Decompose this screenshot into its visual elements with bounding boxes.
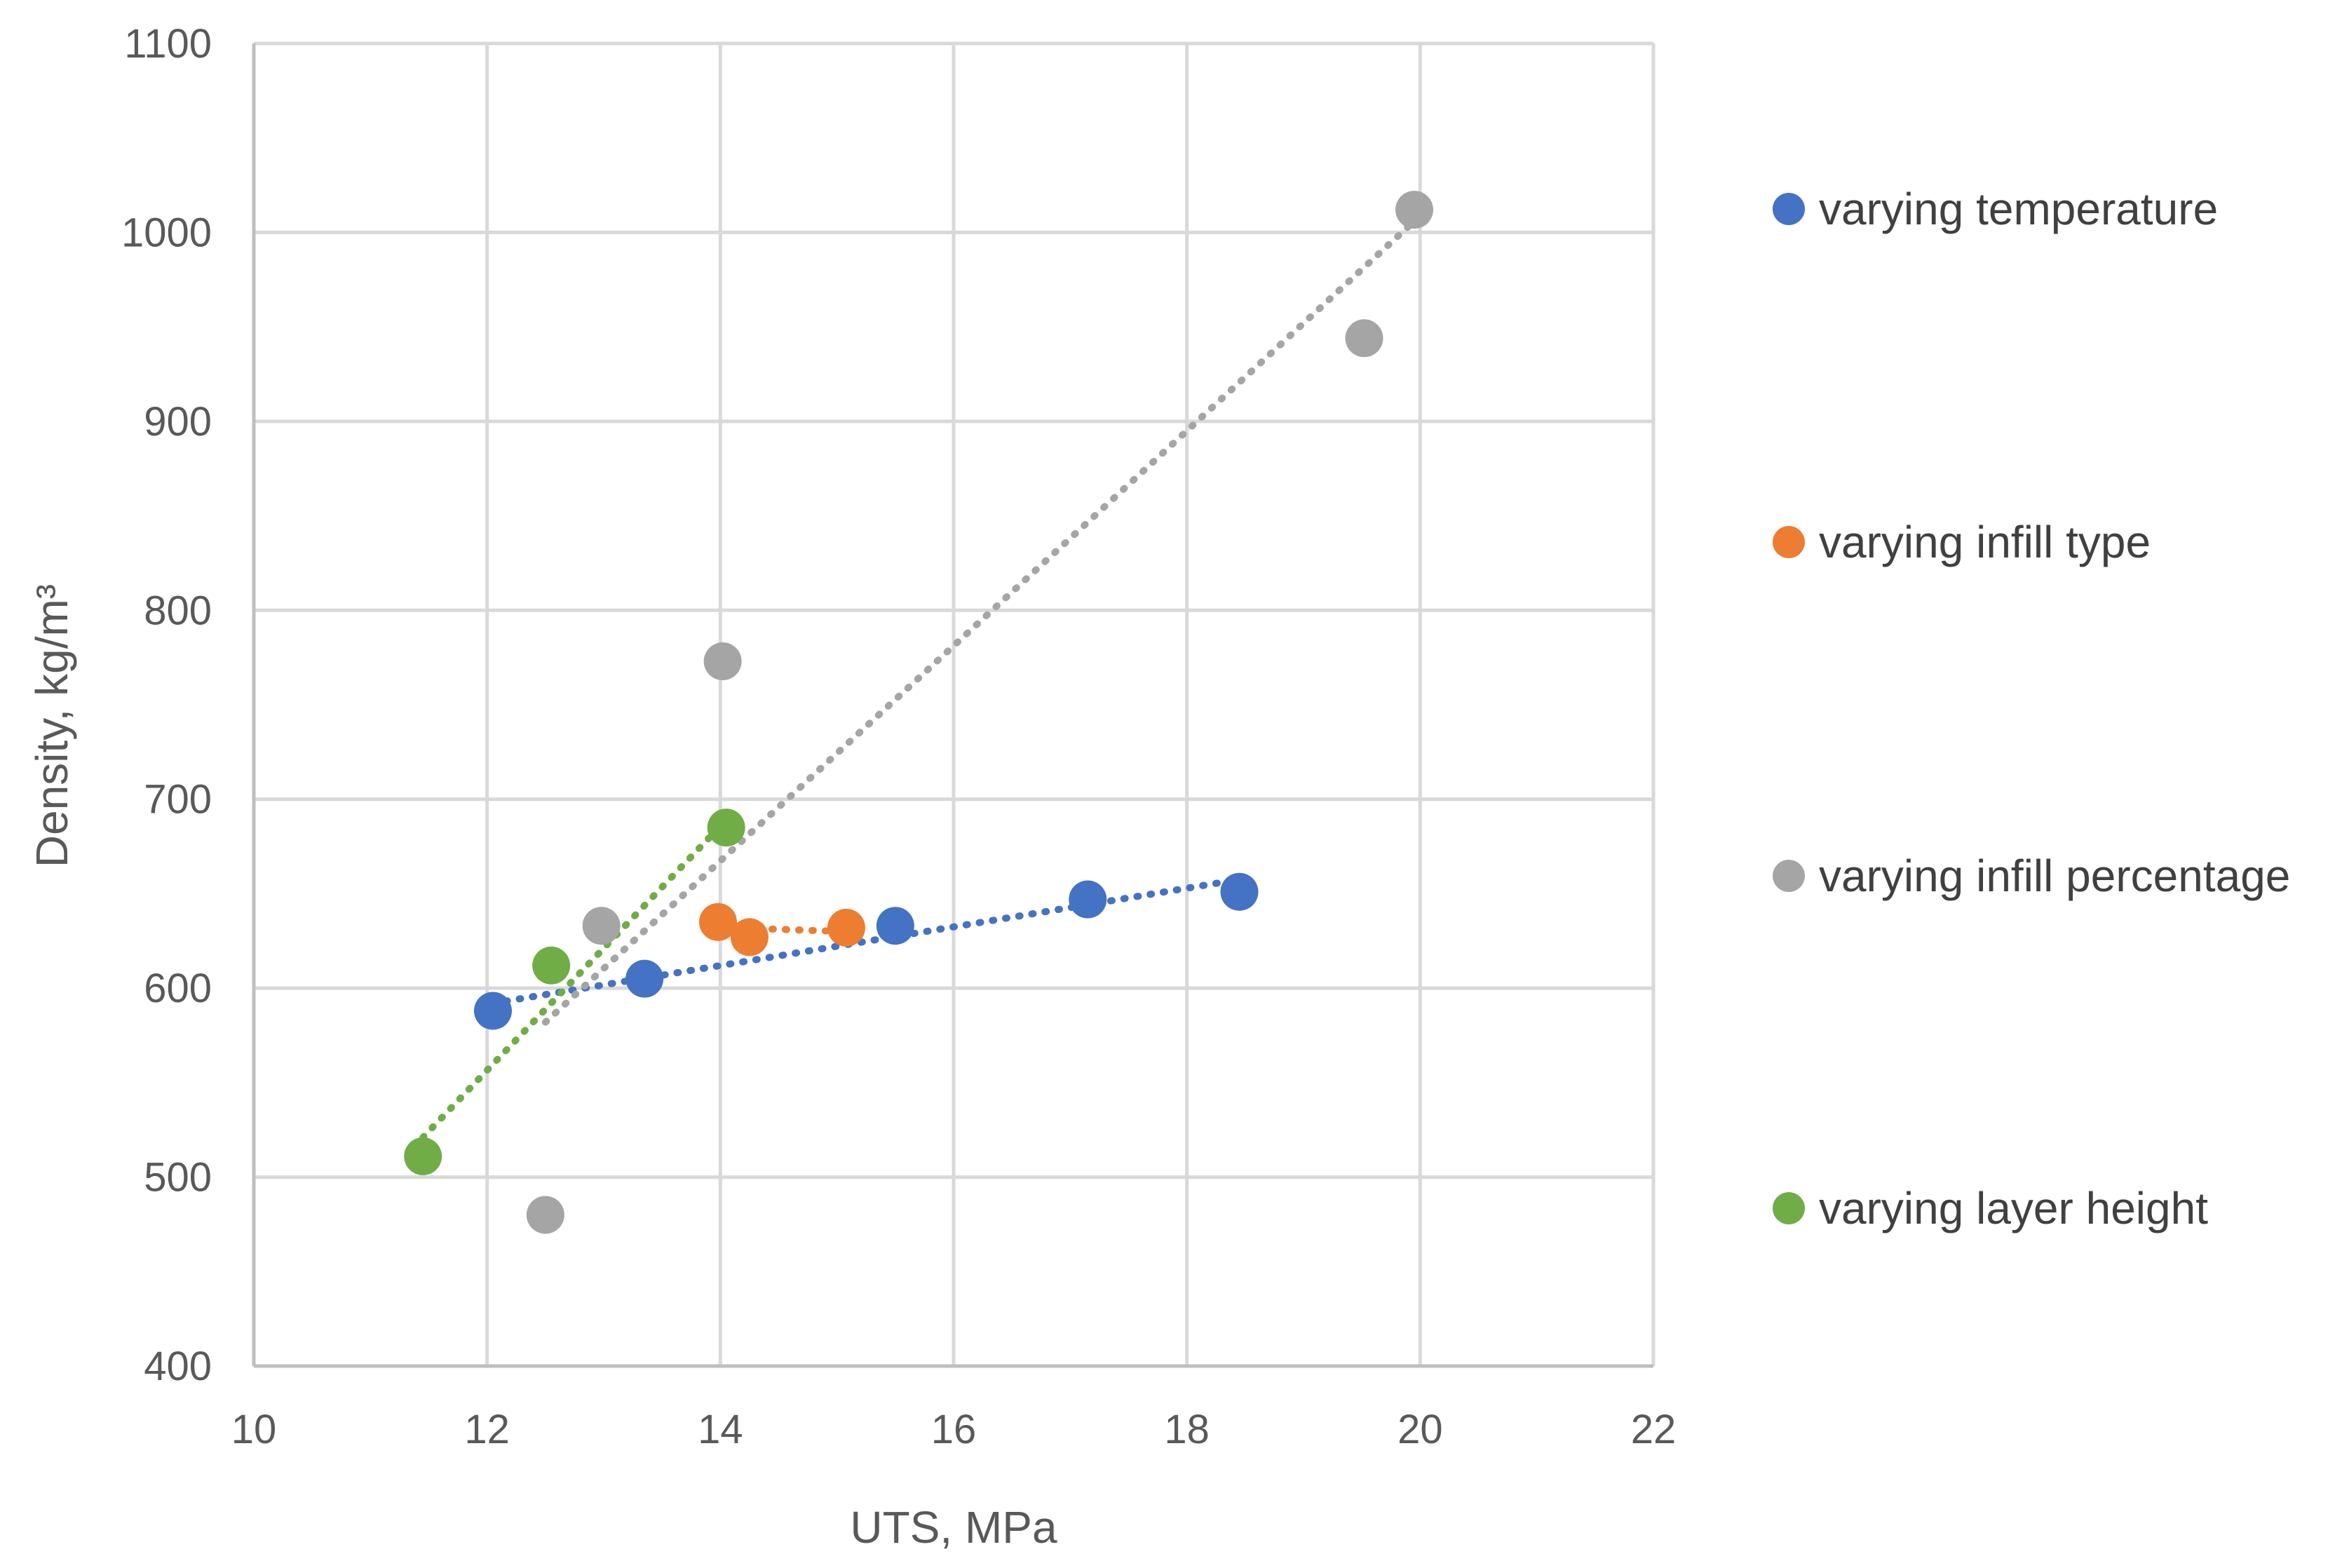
- x-tick-label: 16: [931, 1407, 977, 1452]
- legend-label-1: varying temperature: [1819, 184, 2218, 234]
- x-tick-label: 10: [231, 1407, 277, 1452]
- data-points: [404, 191, 1434, 1234]
- data-point-series-3: [1345, 319, 1383, 358]
- data-point-series-3: [1395, 191, 1434, 229]
- legend-label-3: varying infill percentage: [1819, 851, 2290, 901]
- x-tick-label: 20: [1397, 1407, 1443, 1452]
- x-tick-label: 14: [698, 1407, 743, 1452]
- trendline-1: [489, 877, 1238, 1007]
- x-tick-labels: 10 12 14 16 18 20 22: [231, 1407, 1677, 1452]
- gridlines: [252, 41, 1656, 1368]
- legend: varying temperature varying infill type va…: [1773, 184, 2290, 1234]
- y-tick-label: 500: [144, 1155, 212, 1201]
- data-point-series-3: [582, 907, 621, 945]
- y-tick-label: 1100: [124, 21, 212, 67]
- x-axis-title: UTS, MPa: [850, 1502, 1057, 1553]
- trendlines: [419, 217, 1419, 1141]
- trendline-3: [541, 217, 1419, 1026]
- trendline-4: [419, 816, 730, 1141]
- x-tick-label: 12: [464, 1407, 510, 1452]
- legend-marker-3: [1773, 860, 1805, 892]
- data-point-series-3: [526, 1196, 564, 1234]
- y-tick-labels: 400 500 600 700 800 900 1000 1100: [121, 21, 212, 1389]
- y-tick-label: 600: [144, 966, 212, 1011]
- legend-marker-2: [1773, 526, 1805, 558]
- y-axis-title: Density, kg/m³: [27, 584, 77, 867]
- data-point-series-1: [1220, 872, 1259, 911]
- x-tick-label: 22: [1631, 1407, 1677, 1452]
- axes: [252, 43, 1653, 1368]
- data-point-series-4: [532, 946, 571, 985]
- data-point-series-2: [699, 903, 738, 941]
- y-tick-label: 1000: [121, 210, 212, 255]
- data-point-series-1: [1069, 880, 1107, 919]
- legend-label-2: varying infill type: [1819, 517, 2151, 567]
- data-point-series-1: [625, 959, 664, 998]
- legend-label-4: varying layer height: [1819, 1183, 2208, 1234]
- data-point-series-1: [473, 992, 512, 1030]
- y-tick-label: 900: [144, 399, 212, 445]
- trendline-2: [728, 924, 846, 935]
- y-tick-label: 800: [144, 588, 212, 633]
- y-tick-label: 700: [144, 777, 212, 823]
- legend-marker-1: [1773, 193, 1805, 225]
- data-point-series-2: [827, 908, 865, 947]
- x-tick-label: 18: [1164, 1407, 1210, 1452]
- data-point-series-1: [876, 907, 914, 945]
- data-point-series-2: [730, 918, 769, 957]
- data-point-series-4: [707, 809, 745, 847]
- y-tick-label: 400: [144, 1344, 212, 1389]
- data-point-series-3: [703, 642, 742, 681]
- legend-marker-4: [1773, 1192, 1805, 1224]
- data-point-series-4: [404, 1137, 442, 1175]
